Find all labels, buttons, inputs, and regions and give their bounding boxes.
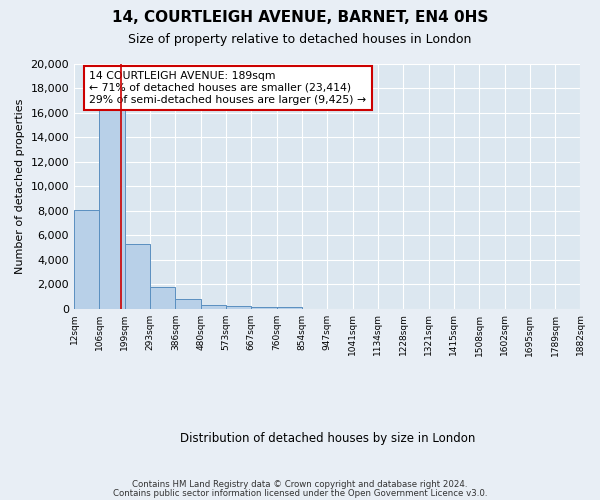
Text: 14 COURTLEIGH AVENUE: 189sqm
← 71% of detached houses are smaller (23,414)
29% o: 14 COURTLEIGH AVENUE: 189sqm ← 71% of de…	[89, 72, 367, 104]
Bar	[226, 306, 251, 308]
Text: Contains public sector information licensed under the Open Government Licence v3: Contains public sector information licen…	[113, 489, 487, 498]
Bar	[74, 210, 100, 308]
X-axis label: Distribution of detached houses by size in London: Distribution of detached houses by size …	[179, 432, 475, 445]
Bar	[100, 107, 125, 308]
Bar	[251, 307, 277, 308]
Text: Size of property relative to detached houses in London: Size of property relative to detached ho…	[128, 32, 472, 46]
Y-axis label: Number of detached properties: Number of detached properties	[15, 98, 25, 274]
Bar	[200, 305, 226, 308]
Bar	[150, 286, 175, 308]
Bar	[175, 300, 200, 308]
Text: 14, COURTLEIGH AVENUE, BARNET, EN4 0HS: 14, COURTLEIGH AVENUE, BARNET, EN4 0HS	[112, 10, 488, 25]
Text: Contains HM Land Registry data © Crown copyright and database right 2024.: Contains HM Land Registry data © Crown c…	[132, 480, 468, 489]
Bar	[125, 244, 150, 308]
